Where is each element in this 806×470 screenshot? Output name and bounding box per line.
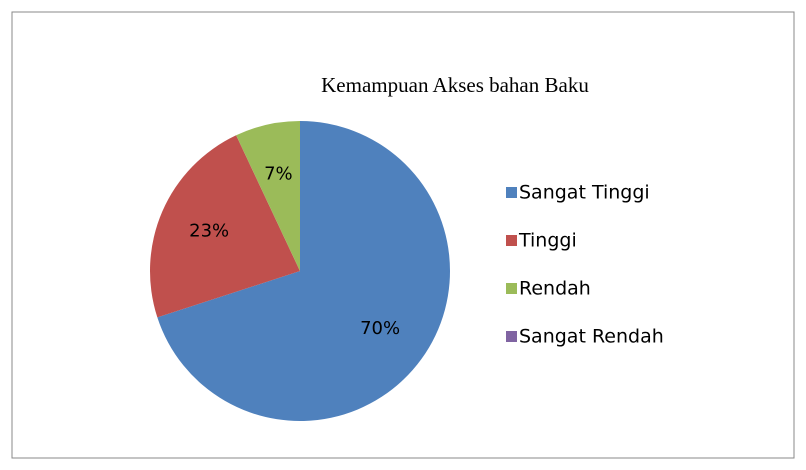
legend-label: Sangat Tinggi (519, 182, 650, 204)
legend-swatch (506, 331, 517, 342)
data-label: 70% (360, 318, 400, 339)
pie-slice (157, 121, 450, 421)
pie-slice (150, 135, 300, 318)
legend-label: Rendah (519, 278, 591, 300)
data-label: 7% (264, 163, 293, 184)
legend-label: Sangat Rendah (519, 326, 664, 348)
legend-swatch (506, 235, 517, 246)
legend-label: Tinggi (518, 230, 577, 252)
chart-title: Kemampuan Akses bahan Baku (321, 73, 589, 97)
pie-slice (236, 121, 300, 271)
data-label: 23% (189, 221, 229, 242)
legend-swatch (506, 187, 517, 198)
legend-swatch (506, 283, 517, 294)
